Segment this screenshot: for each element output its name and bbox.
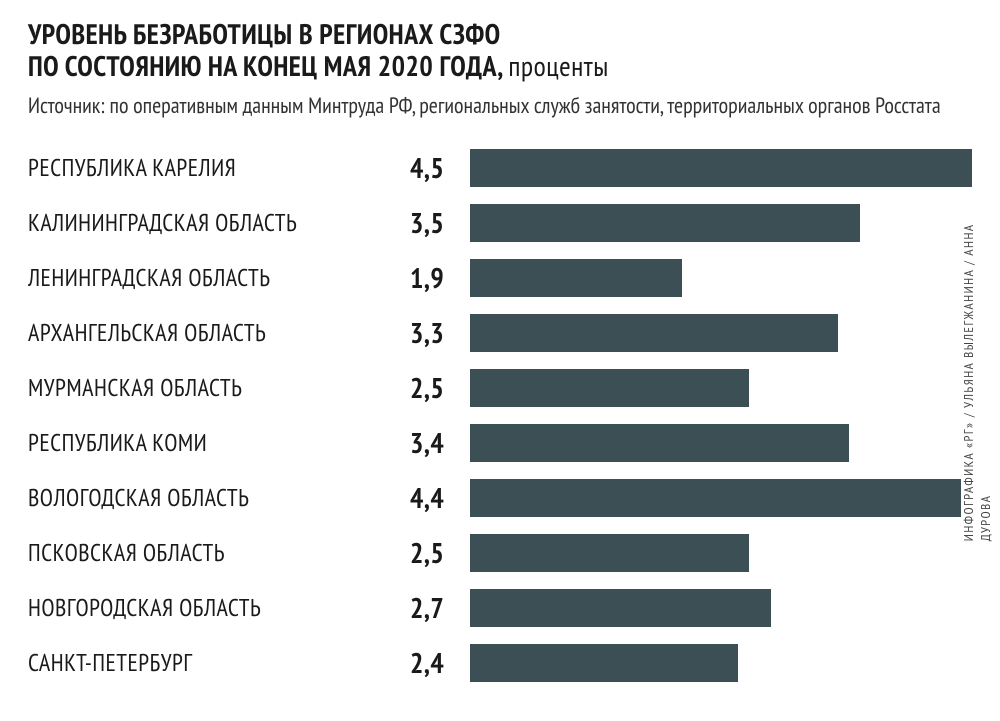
bar-track	[470, 204, 972, 242]
value-label: 2,4	[410, 644, 470, 681]
region-label: КАЛИНИНГРАДСКАЯ ОБЛАСТЬ	[28, 207, 410, 238]
bar	[470, 259, 682, 297]
bar	[470, 534, 749, 572]
bar	[470, 589, 771, 627]
region-label: РЕСПУБЛИКА КАРЕЛИЯ	[28, 152, 410, 183]
table-row: ЛЕНИНГРАДСКАЯ ОБЛАСТЬ1,9	[28, 250, 972, 305]
table-row: НОВГОРОДСКАЯ ОБЛАСТЬ2,7	[28, 580, 972, 635]
chart-title-line2: ПО СОСТОЯНИЮ НА КОНЕЦ МАЯ 2020 ГОДА, про…	[28, 50, 972, 82]
bar	[470, 424, 849, 462]
table-row: РЕСПУБЛИКА КАРЕЛИЯ4,5	[28, 140, 972, 195]
value-label: 2,7	[410, 589, 470, 626]
chart-source: Источник: по оперативным данным Минтруда…	[28, 92, 972, 122]
bar-track	[470, 424, 972, 462]
title-block: УРОВЕНЬ БЕЗРАБОТИЦЫ В РЕГИОНАХ СЗФО ПО С…	[28, 18, 972, 82]
region-label: САНКТ-ПЕТЕРБУРГ	[28, 647, 410, 678]
credit-vertical: ИНФОГРАФИКА «РГ» / УЛЬЯНА ВЫЛЕГЖАНИНА / …	[960, 180, 994, 541]
region-label: ЛЕНИНГРАДСКАЯ ОБЛАСТЬ	[28, 262, 410, 293]
table-row: КАЛИНИНГРАДСКАЯ ОБЛАСТЬ3,5	[28, 195, 972, 250]
chart-unit: проценты	[508, 47, 608, 84]
table-row: САНКТ-ПЕТЕРБУРГ2,4	[28, 635, 972, 690]
bar-track	[470, 644, 972, 682]
region-label: ВОЛОГОДСКАЯ ОБЛАСТЬ	[28, 482, 410, 513]
region-label: РЕСПУБЛИКА КОМИ	[28, 427, 410, 458]
table-row: АРХАНГЕЛЬСКАЯ ОБЛАСТЬ3,3	[28, 305, 972, 360]
bar-chart: РЕСПУБЛИКА КАРЕЛИЯ4,5КАЛИНИНГРАДСКАЯ ОБЛ…	[28, 140, 972, 690]
bar-track	[470, 149, 972, 187]
table-row: РЕСПУБЛИКА КОМИ3,4	[28, 415, 972, 470]
value-label: 2,5	[410, 534, 470, 571]
value-label: 3,5	[410, 204, 470, 241]
bar	[470, 369, 749, 407]
bar-track	[470, 369, 972, 407]
value-label: 3,4	[410, 424, 470, 461]
bar	[470, 479, 961, 517]
value-label: 4,5	[410, 149, 470, 186]
table-row: МУРМАНСКАЯ ОБЛАСТЬ2,5	[28, 360, 972, 415]
bar-track	[470, 314, 972, 352]
bar-track	[470, 259, 972, 297]
table-row: ВОЛОГОДСКАЯ ОБЛАСТЬ4,4	[28, 470, 972, 525]
region-label: ПСКОВСКАЯ ОБЛАСТЬ	[28, 537, 410, 568]
chart-title-line2-text: ПО СОСТОЯНИЮ НА КОНЕЦ МАЯ 2020 ГОДА,	[28, 47, 508, 84]
bar	[470, 149, 972, 187]
bar-track	[470, 479, 972, 517]
table-row: ПСКОВСКАЯ ОБЛАСТЬ2,5	[28, 525, 972, 580]
value-label: 1,9	[410, 259, 470, 296]
region-label: АРХАНГЕЛЬСКАЯ ОБЛАСТЬ	[28, 317, 410, 348]
bar-track	[470, 534, 972, 572]
region-label: МУРМАНСКАЯ ОБЛАСТЬ	[28, 372, 410, 403]
region-label: НОВГОРОДСКАЯ ОБЛАСТЬ	[28, 592, 410, 623]
bar	[470, 644, 738, 682]
bar	[470, 314, 838, 352]
bar-track	[470, 589, 972, 627]
bar	[470, 204, 860, 242]
value-label: 2,5	[410, 369, 470, 406]
value-label: 4,4	[410, 479, 470, 516]
value-label: 3,3	[410, 314, 470, 351]
chart-title-line1: УРОВЕНЬ БЕЗРАБОТИЦЫ В РЕГИОНАХ СЗФО	[28, 18, 972, 50]
